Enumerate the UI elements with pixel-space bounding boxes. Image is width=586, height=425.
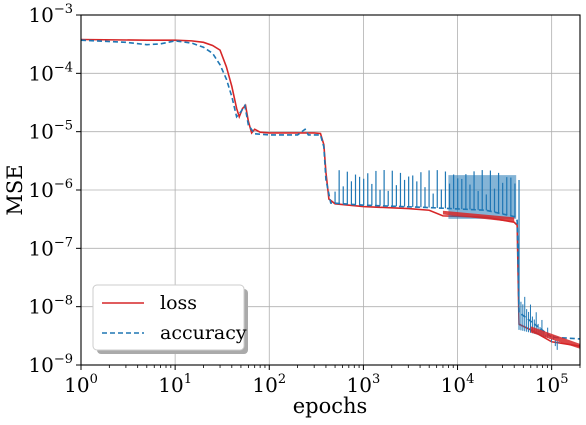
accuracy-line (80, 39, 581, 340)
x-tick-label: 101 (158, 372, 192, 397)
x-tick-label: 100 (64, 372, 98, 397)
y-tick-label: 10−7 (28, 235, 73, 260)
legend-loss-label: loss (160, 292, 197, 314)
x-tick-label: 105 (535, 372, 569, 397)
loss-band (530, 326, 580, 349)
ticks: 100 101 102 103 104 105 10−3 10−4 10−5 10−6 10−7 10… (28, 2, 581, 397)
legend-accuracy-label: accuracy (160, 322, 247, 344)
x-tick-label: 103 (347, 372, 381, 397)
y-tick-label: 10−6 (28, 177, 73, 202)
y-tick-label: 10−4 (28, 60, 73, 85)
legend: loss accuracy (92, 284, 248, 354)
accuracy-dense-band (448, 175, 517, 219)
x-tick-label: 104 (441, 372, 475, 397)
x-tick-label: 102 (252, 372, 286, 397)
y-tick-label: 10−8 (28, 294, 73, 319)
x-axis-title: epochs (293, 394, 368, 418)
y-tick-label: 10−3 (28, 2, 73, 27)
series-layer (80, 38, 581, 350)
loss-band (442, 210, 515, 223)
y-axis-title: MSE (3, 164, 27, 215)
y-tick-label: 10−5 (28, 119, 73, 144)
